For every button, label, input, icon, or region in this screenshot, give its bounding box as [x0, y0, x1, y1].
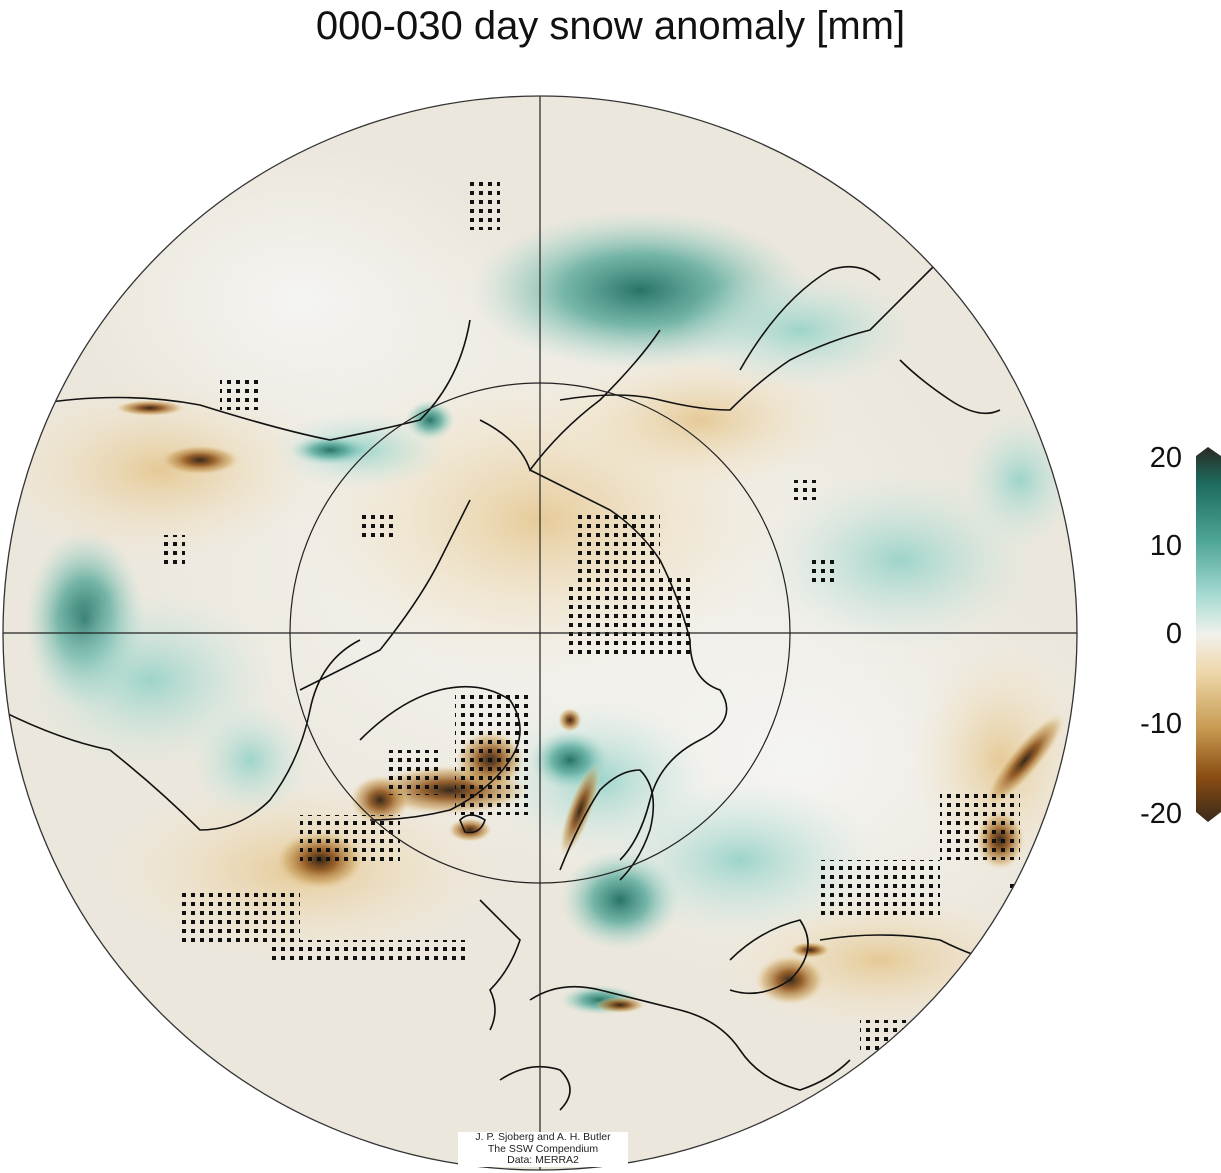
- graticule: [3, 96, 1077, 1170]
- anomaly-field: [3, 96, 1077, 1170]
- colorbar-tick-0: 0: [1165, 618, 1182, 650]
- colorbar-labels: 20 10 0 -10 -20: [1120, 430, 1182, 830]
- credit-source: The SSW Compendium: [487, 1142, 599, 1155]
- colorbar-tick-20: 20: [1149, 442, 1182, 474]
- map-title: 000-030 day snow anomaly [mm]: [315, 4, 906, 48]
- credit-data: Data: MERRA2: [507, 1154, 579, 1166]
- colorbar-tick-minus-20: -20: [1140, 798, 1182, 830]
- colorbar-tick-10: 10: [1149, 530, 1182, 562]
- significance-stippling: [160, 180, 1060, 1160]
- credit-box: J. P. Sjoberg and A. H. Butler The SSW C…: [458, 1131, 628, 1167]
- colorbar: [1196, 447, 1221, 822]
- colorbar-tick-minus-10: -10: [1140, 708, 1182, 740]
- map-boundary: [2, 95, 1078, 1171]
- polar-map: [2, 95, 1221, 1171]
- coastlines: [3, 259, 1001, 1111]
- credit-authors: J. P. Sjoberg and A. H. Butler: [475, 1131, 611, 1143]
